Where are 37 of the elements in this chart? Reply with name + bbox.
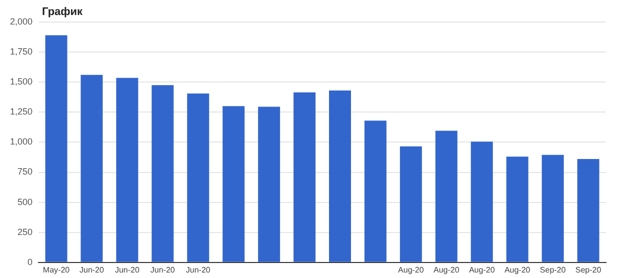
- y-tick-label: 750: [17, 166, 33, 177]
- y-tick-label: 1,000: [10, 136, 33, 147]
- bar: [329, 90, 351, 262]
- bar: [577, 159, 600, 262]
- bar: [116, 78, 138, 262]
- y-tick-label: 1,250: [10, 106, 33, 117]
- x-tick-label: Aug-20: [468, 265, 496, 274]
- y-tick-label: 500: [17, 196, 33, 207]
- x-tick-label: Aug-20: [504, 265, 531, 274]
- bar: [400, 146, 422, 262]
- bar: [187, 94, 210, 262]
- bar: [542, 154, 564, 262]
- y-tick-label: 0: [28, 256, 33, 267]
- y-tick-label: 1,750: [10, 46, 33, 57]
- x-tick-label: Jun-20: [79, 265, 104, 274]
- x-tick-label: May-20: [42, 265, 70, 274]
- y-tick-label: 1,500: [10, 76, 33, 87]
- x-tick-label: Aug-20: [434, 265, 460, 274]
- bar: [80, 74, 103, 262]
- bar: [470, 142, 493, 262]
- x-tick-label: Jun-20: [150, 265, 176, 274]
- bar: [435, 130, 458, 262]
- bar: [258, 106, 280, 262]
- y-tick-label: 2,000: [10, 16, 33, 26]
- chart-title: График: [42, 6, 83, 18]
- x-tick-label: Jun-20: [186, 265, 211, 274]
- bar: [222, 106, 245, 262]
- x-tick-label: Sep-20: [575, 265, 602, 274]
- x-tick-label: Sep-20: [540, 265, 566, 274]
- bar: [364, 120, 386, 262]
- x-tick-label: Jun-20: [114, 265, 140, 274]
- bar: [294, 92, 316, 262]
- bar: [152, 85, 174, 262]
- x-tick-label: Aug-20: [398, 265, 424, 274]
- y-tick-label: 250: [17, 226, 33, 237]
- bar: [45, 35, 68, 262]
- bar: [506, 156, 528, 262]
